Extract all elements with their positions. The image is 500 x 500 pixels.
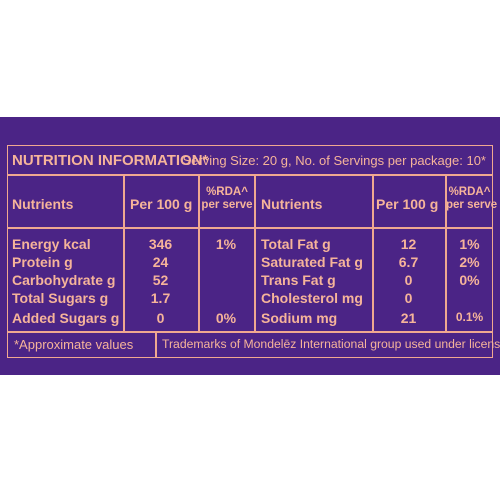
footer-rule bbox=[155, 331, 157, 357]
left-nutrient-name: Carbohydrate g bbox=[12, 272, 116, 288]
right-nutrient-name: Sodium mg bbox=[261, 310, 338, 326]
right-nutrient-value: 12 bbox=[400, 236, 417, 252]
trademark-note: Trademarks of Mondelēz International gro… bbox=[162, 337, 500, 351]
right-nutrient-rda: 2% bbox=[459, 254, 480, 270]
right-nutrient-name: Trans Fat g bbox=[261, 272, 336, 288]
approx-note: *Approximate values bbox=[14, 337, 134, 352]
left-nutrient-value: 24 bbox=[152, 254, 169, 270]
right-nutrient-rda: 0.1% bbox=[455, 310, 484, 324]
header-per100-left: Per 100 g bbox=[130, 196, 193, 212]
left-nutrient-value: 52 bbox=[152, 272, 169, 288]
right-nutrient-name: Cholesterol mg bbox=[261, 290, 363, 306]
left-nutrient-name: Protein g bbox=[12, 254, 73, 270]
col-rule-2 bbox=[198, 174, 200, 331]
header-nutrients-right: Nutrients bbox=[261, 196, 323, 212]
right-nutrient-name: Saturated Fat g bbox=[261, 254, 363, 270]
left-nutrient-name: Total Sugars g bbox=[12, 290, 109, 306]
left-nutrient-value: 346 bbox=[148, 236, 173, 252]
left-nutrient-value: 0 bbox=[156, 310, 165, 326]
right-nutrient-name: Total Fat g bbox=[261, 236, 331, 252]
rule-below-header bbox=[8, 227, 492, 229]
serving-info: Serving Size: 20 g, No. of Servings per … bbox=[182, 153, 486, 168]
left-nutrient-name: Added Sugars g bbox=[12, 310, 120, 326]
header-rda-left: %RDA^ per serve bbox=[201, 186, 253, 211]
right-nutrient-value: 0 bbox=[404, 290, 413, 306]
left-nutrient-rda: 0% bbox=[215, 310, 237, 326]
left-nutrient-name: Energy kcal bbox=[12, 236, 91, 252]
col-rule-3 bbox=[254, 174, 256, 331]
left-nutrient-rda: 1% bbox=[215, 236, 237, 252]
col-rule-1 bbox=[123, 174, 125, 331]
header-per100-right: Per 100 g bbox=[376, 196, 439, 212]
right-nutrient-rda: 0% bbox=[459, 272, 480, 288]
rule-above-footer bbox=[8, 331, 492, 333]
header-rda-right: %RDA^ per serve bbox=[446, 186, 498, 211]
table-title: NUTRITION INFORMATION* bbox=[12, 152, 209, 169]
header-nutrients-left: Nutrients bbox=[12, 196, 74, 212]
col-rule-4 bbox=[372, 174, 374, 331]
right-nutrient-rda: 1% bbox=[459, 236, 480, 252]
left-nutrient-value: 1.7 bbox=[150, 290, 171, 306]
right-nutrient-value: 0 bbox=[404, 272, 413, 288]
rule-below-title bbox=[8, 174, 492, 176]
right-nutrient-value: 21 bbox=[400, 310, 417, 326]
col-rule-5 bbox=[445, 174, 447, 331]
nutrition-table: NUTRITION INFORMATION* Serving Size: 20 … bbox=[7, 145, 500, 358]
right-nutrient-value: 6.7 bbox=[398, 254, 419, 270]
